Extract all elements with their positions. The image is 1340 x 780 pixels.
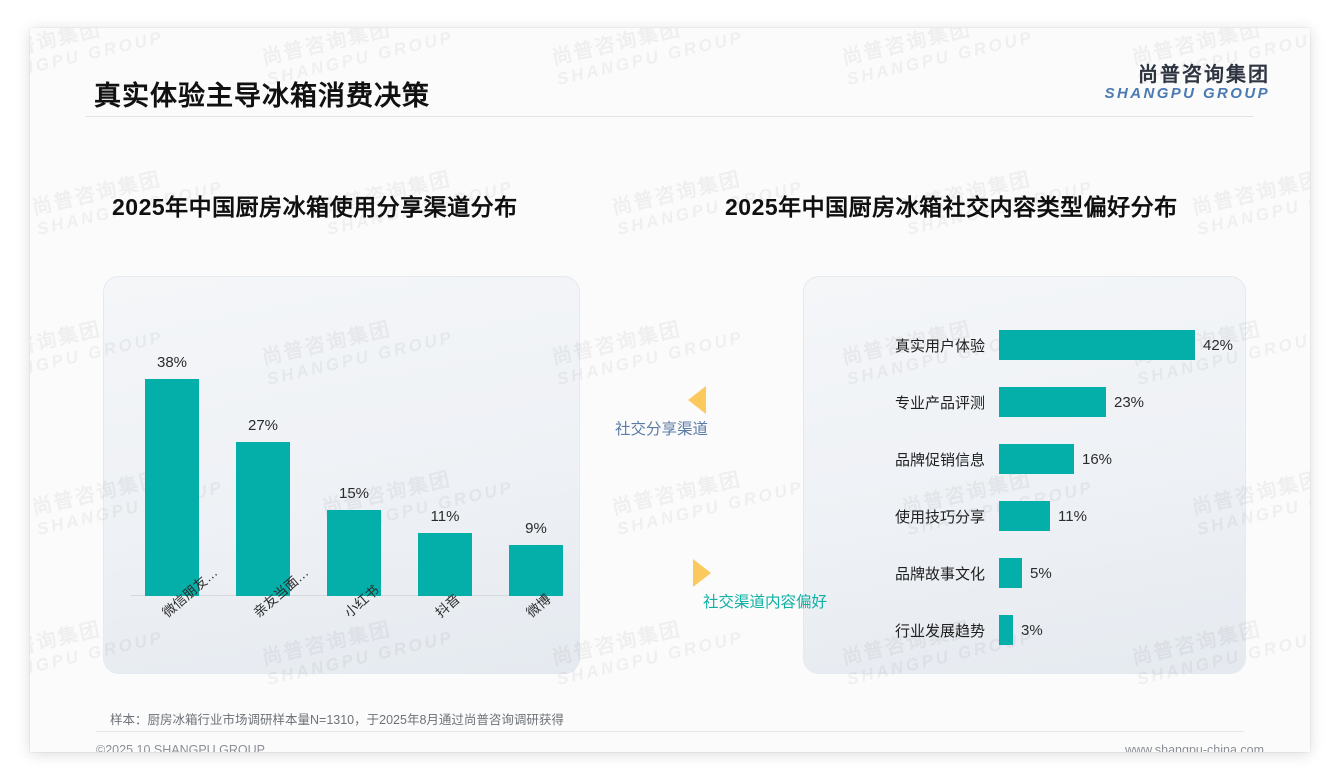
- bar-category-label: 使用技巧分享: [894, 508, 985, 526]
- chart-title-left: 2025年中国厨房冰箱使用分享渠道分布: [112, 194, 518, 220]
- bar-row: 专业产品评测 23%: [803, 382, 1246, 422]
- triangle-left-icon: [688, 386, 706, 414]
- bar-row: 使用技巧分享 11%: [803, 496, 1246, 536]
- slide-canvas: 真实体验主导冰箱消费决策 尚普咨询集团 SHANGPU GROUP 2025年中…: [30, 28, 1310, 752]
- logo-chinese-text: 尚普咨询集团: [1138, 64, 1270, 86]
- bar-value-label: 9%: [525, 520, 547, 537]
- bar-column: 9% 微博: [509, 520, 563, 620]
- connector-upper-label: 社交分享渠道: [615, 421, 709, 438]
- page-title: 真实体验主导冰箱消费决策: [94, 81, 430, 111]
- bar-row: 真实用户体验 42%: [803, 325, 1246, 365]
- footer-divider: [96, 731, 1244, 732]
- bar-category-label: 行业发展趋势: [894, 622, 985, 640]
- bar-rect: [999, 558, 1022, 588]
- bar-row: 行业发展趋势 3%: [803, 610, 1246, 650]
- bar-value-label: 38%: [156, 354, 188, 371]
- bar-rect: [418, 533, 472, 596]
- bar-column: 27% 亲友当面…: [236, 417, 311, 620]
- header-divider: [86, 116, 1254, 117]
- bar-value-label: 27%: [247, 417, 279, 434]
- copyright-text: ©2025.10 SHANGPU GROUP: [96, 743, 265, 752]
- bar-category-label: 真实用户体验: [894, 337, 985, 355]
- horizontal-bar-chart: 真实用户体验 42% 专业产品评测 23% 品牌促销信息 16% 使用技巧分享 11% 品牌故事…: [803, 276, 1246, 674]
- connector-lower-label: 社交渠道内容偏好: [703, 594, 828, 611]
- source-note: 样本：厨房冰箱行业市场调研样本量N=1310，于2025年8月通过尚普咨询调研获…: [110, 713, 564, 727]
- slide-header: 真实体验主导冰箱消费决策 尚普咨询集团 SHANGPU GROUP: [30, 28, 1310, 117]
- bar-value-label: 23%: [1114, 393, 1145, 411]
- bar-rect: [999, 444, 1074, 474]
- bar-value-label: 11%: [430, 508, 460, 525]
- website-link[interactable]: www.shangpu-china.com: [1125, 743, 1264, 752]
- bar-value-label: 3%: [1021, 621, 1043, 639]
- logo-english-text: SHANGPU GROUP: [1104, 85, 1270, 103]
- bar-column: 11% 抖音: [418, 508, 472, 620]
- bar-category-label: 专业产品评测: [894, 394, 985, 412]
- bar-rect: [145, 379, 199, 596]
- bar-column: 38% 微信朋友…: [145, 354, 220, 620]
- bar-rect: [236, 442, 290, 596]
- bar-rect: [999, 330, 1195, 360]
- bar-category-label: 品牌故事文化: [894, 565, 985, 583]
- bar-rect: [509, 545, 563, 596]
- bar-row: 品牌促销信息 16%: [803, 439, 1246, 479]
- bar-value-label: 15%: [338, 485, 370, 502]
- vertical-bar-chart: 38% 微信朋友… 27% 亲友当面… 15% 小红书 11% 抖音 9% 微博: [103, 276, 580, 674]
- bar-rect: [999, 501, 1050, 531]
- bar-column: 15% 小红书: [327, 485, 382, 620]
- chart-title-right: 2025年中国厨房冰箱社交内容类型偏好分布: [725, 194, 1178, 220]
- bar-value-label: 16%: [1082, 450, 1113, 468]
- brand-logo: 尚普咨询集团 SHANGPU GROUP: [1105, 64, 1270, 103]
- bar-category-label: 品牌促销信息: [894, 451, 985, 469]
- triangle-right-icon: [693, 559, 711, 587]
- bar-rect: [999, 615, 1013, 645]
- bar-row: 品牌故事文化 5%: [803, 553, 1246, 593]
- bar-rect: [327, 510, 381, 596]
- bar-rect: [999, 387, 1106, 417]
- bar-value-label: 11%: [1058, 507, 1087, 525]
- bar-value-label: 5%: [1030, 564, 1052, 582]
- bar-value-label: 42%: [1203, 336, 1234, 354]
